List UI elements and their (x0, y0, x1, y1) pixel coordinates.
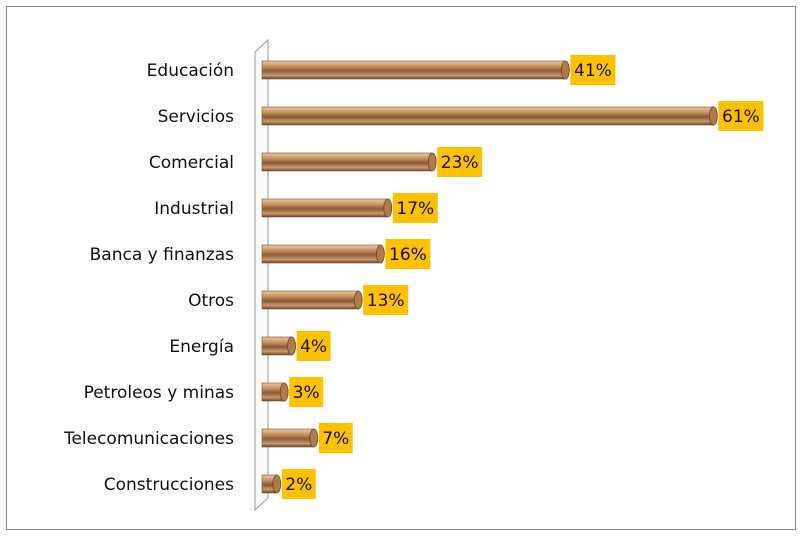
value-label: 7% (322, 429, 349, 449)
bar (261, 290, 363, 310)
value-label: 13% (367, 291, 405, 311)
category-label: Energía (169, 337, 234, 357)
value-label: 16% (389, 245, 427, 265)
value-label: 41% (574, 61, 612, 81)
value-label-box (385, 239, 431, 269)
category-label: Construcciones (104, 475, 234, 495)
category-label: Educación (147, 61, 234, 81)
bar (261, 198, 393, 218)
category-label: Telecomunicaciones (63, 429, 234, 449)
bar (261, 152, 437, 172)
value-label: 23% (441, 153, 479, 173)
category-label: Industrial (154, 199, 234, 219)
bar (261, 428, 319, 448)
value-label-box (289, 377, 324, 407)
value-label: 61% (722, 107, 760, 127)
value-label-box (570, 55, 616, 85)
value-label-box (363, 285, 409, 315)
category-label: Petroleos y minas (84, 383, 235, 403)
value-label-box (318, 423, 353, 453)
category-label: Comercial (149, 153, 234, 173)
value-label-box (296, 331, 331, 361)
bar (261, 244, 385, 264)
value-label-box (437, 147, 483, 177)
category-label: Otros (188, 291, 234, 311)
category-label: Banca y finanzas (90, 245, 235, 265)
bar (261, 106, 718, 126)
bar (261, 60, 570, 80)
bar (261, 336, 297, 356)
category-label: Servicios (158, 107, 234, 127)
value-label: 4% (300, 337, 327, 357)
value-label: 2% (285, 475, 312, 495)
bar (261, 474, 282, 494)
value-label: 17% (396, 199, 434, 219)
value-label-box (281, 469, 316, 499)
value-label-box (718, 101, 764, 131)
value-label: 3% (293, 383, 320, 403)
bar (261, 382, 289, 402)
value-label-box (392, 193, 438, 223)
